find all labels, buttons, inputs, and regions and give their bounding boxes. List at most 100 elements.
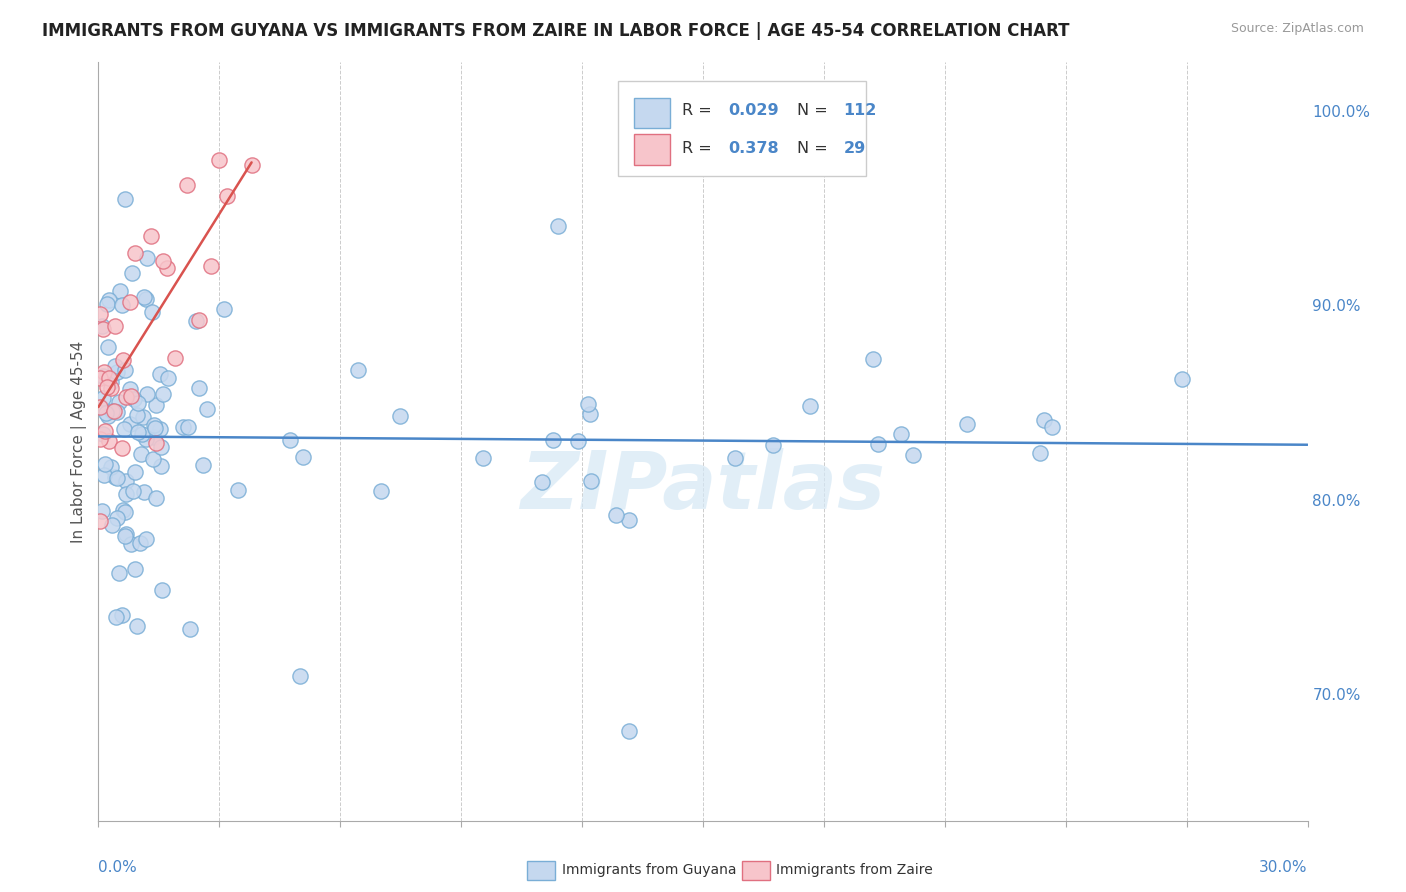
- Point: [388, 409, 411, 424]
- Point: [724, 451, 747, 466]
- Point: [188, 381, 211, 395]
- Point: [89, 432, 111, 446]
- Point: [111, 442, 134, 456]
- Point: [152, 254, 174, 268]
- Text: 112: 112: [844, 103, 876, 118]
- Point: [97, 340, 120, 354]
- Point: [124, 465, 146, 479]
- Point: [149, 367, 172, 381]
- Point: [145, 436, 167, 450]
- FancyBboxPatch shape: [619, 81, 866, 177]
- Point: [98, 370, 121, 384]
- Point: [93, 467, 115, 482]
- Point: [132, 485, 155, 500]
- Point: [136, 251, 159, 265]
- Text: Immigrants from Zaire: Immigrants from Zaire: [776, 863, 932, 877]
- Point: [1033, 413, 1056, 427]
- Point: [107, 566, 129, 581]
- Point: [143, 430, 166, 444]
- Point: [125, 408, 148, 422]
- Point: [89, 307, 111, 321]
- Point: [129, 447, 152, 461]
- Point: [91, 504, 114, 518]
- Point: [100, 459, 122, 474]
- Point: [97, 409, 120, 423]
- Point: [176, 178, 198, 193]
- Text: 0.0%: 0.0%: [98, 860, 138, 874]
- Point: [104, 470, 127, 484]
- Point: [188, 313, 211, 327]
- Point: [617, 513, 640, 527]
- Point: [278, 433, 301, 447]
- Point: [120, 294, 142, 309]
- Text: N =: N =: [797, 103, 834, 118]
- Text: 30.0%: 30.0%: [1260, 860, 1308, 874]
- Point: [1040, 420, 1063, 434]
- Point: [152, 386, 174, 401]
- Point: [135, 387, 157, 401]
- Point: [292, 450, 315, 464]
- Y-axis label: In Labor Force | Age 45-54: In Labor Force | Age 45-54: [72, 341, 87, 542]
- Point: [93, 457, 115, 471]
- Point: [121, 266, 143, 280]
- Point: [105, 404, 128, 418]
- Point: [145, 420, 167, 434]
- Text: 0.378: 0.378: [728, 141, 779, 155]
- FancyBboxPatch shape: [634, 98, 671, 128]
- Point: [128, 536, 150, 550]
- Text: 0.029: 0.029: [728, 103, 779, 118]
- Text: IMMIGRANTS FROM GUYANA VS IMMIGRANTS FROM ZAIRE IN LABOR FORCE | AGE 45-54 CORRE: IMMIGRANTS FROM GUYANA VS IMMIGRANTS FRO…: [42, 22, 1070, 40]
- Point: [346, 363, 368, 377]
- Point: [157, 371, 180, 385]
- Point: [150, 583, 173, 598]
- Point: [120, 537, 142, 551]
- Point: [111, 298, 134, 312]
- Point: [184, 314, 207, 328]
- Point: [105, 471, 128, 485]
- Point: [105, 511, 128, 525]
- Point: [156, 261, 179, 276]
- Point: [761, 438, 783, 452]
- Point: [93, 365, 115, 379]
- Point: [862, 352, 884, 367]
- Point: [139, 228, 162, 243]
- Point: [149, 422, 172, 436]
- Point: [104, 319, 127, 334]
- Point: [240, 159, 263, 173]
- Text: 29: 29: [844, 141, 866, 155]
- Point: [579, 475, 602, 489]
- Point: [89, 401, 111, 415]
- Point: [111, 352, 134, 367]
- Point: [543, 433, 565, 447]
- Point: [191, 458, 214, 472]
- Point: [101, 518, 124, 533]
- Point: [141, 305, 163, 319]
- Point: [120, 417, 142, 432]
- Point: [531, 475, 554, 490]
- Point: [127, 396, 149, 410]
- Point: [901, 449, 924, 463]
- Point: [107, 394, 129, 409]
- Point: [122, 392, 145, 406]
- Point: [111, 503, 134, 517]
- Point: [115, 487, 138, 501]
- Point: [135, 292, 157, 306]
- Point: [114, 529, 136, 543]
- Point: [370, 483, 392, 498]
- Text: Immigrants from Guyana: Immigrants from Guyana: [562, 863, 737, 877]
- Point: [177, 420, 200, 434]
- Point: [94, 424, 117, 438]
- Point: [115, 474, 138, 488]
- Text: N =: N =: [797, 141, 834, 155]
- Point: [91, 318, 114, 333]
- Point: [179, 622, 201, 636]
- Point: [200, 259, 222, 273]
- Point: [104, 359, 127, 373]
- Point: [288, 669, 311, 683]
- Point: [96, 406, 118, 420]
- Point: [103, 404, 125, 418]
- Point: [134, 290, 156, 304]
- Point: [567, 434, 589, 448]
- Point: [547, 219, 569, 233]
- Point: [208, 153, 231, 167]
